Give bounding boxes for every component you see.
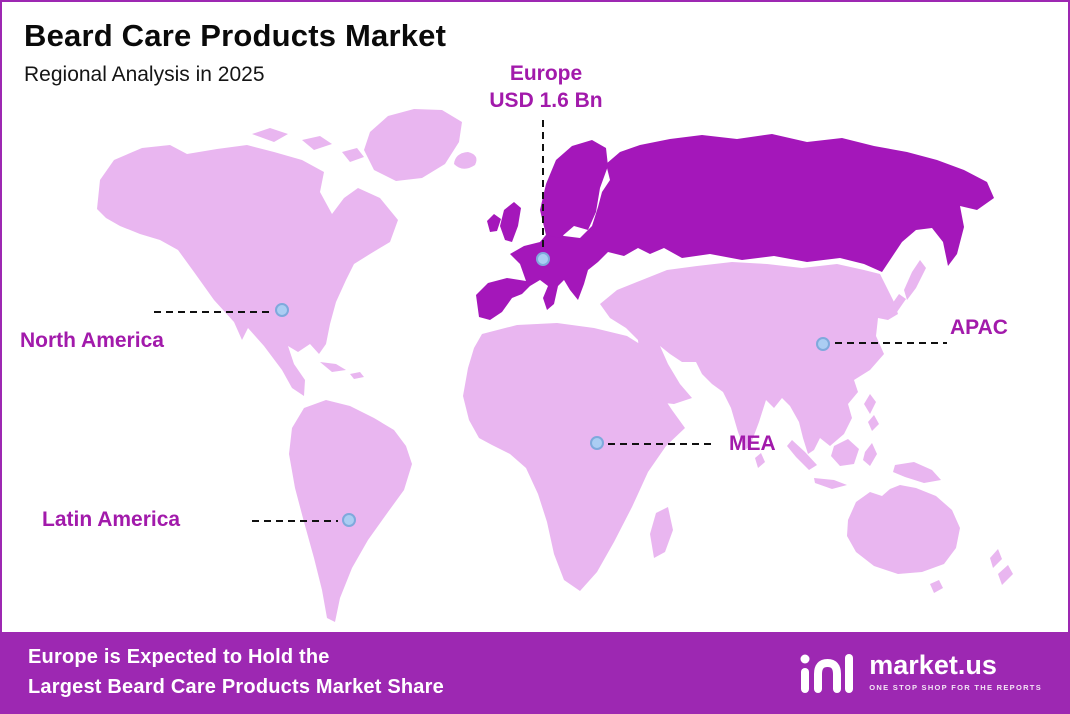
- landmass-arctic-island: [342, 148, 364, 162]
- region-scandinavia-highlight: [540, 140, 608, 238]
- landmass-japan: [904, 260, 926, 300]
- europe-label-text: Europe: [509, 62, 583, 85]
- region-label-apac: APAC: [950, 316, 1008, 339]
- footer-banner: Europe is Expected to Hold the Largest B…: [2, 632, 1068, 712]
- landmass-south-america: [289, 400, 412, 622]
- landmass-iceland: [454, 152, 477, 169]
- landmass-new-zealand: [998, 565, 1013, 585]
- banner-line2: Largest Beard Care Products Market Share: [28, 676, 444, 698]
- landmass-java: [814, 478, 847, 489]
- landmass-cuba: [320, 362, 346, 372]
- region-label-north-america: North America: [20, 329, 164, 352]
- landmass-africa: [463, 323, 685, 591]
- region-label-latin-america: Latin America: [42, 508, 181, 531]
- landmass-japan: [892, 294, 906, 312]
- landmass-hispaniola: [350, 372, 364, 379]
- brand-tagline: ONE STOP SHOP FOR THE REPORTS: [869, 683, 1042, 692]
- banner-line1: Europe is Expected to Hold the: [28, 646, 330, 668]
- landmass-sumatra: [787, 440, 817, 470]
- landmass-arctic-island: [252, 128, 288, 142]
- header: Beard Care Products Market Regional Anal…: [24, 18, 446, 87]
- region-europe-russia-highlight: [476, 134, 994, 320]
- brand-block: market.us ONE STOP SHOP FOR THE REPORTS: [798, 649, 1042, 695]
- landmass-borneo: [831, 439, 859, 466]
- landmass-tasmania: [930, 580, 943, 593]
- europe-marker-dot: [536, 252, 550, 266]
- page-title: Beard Care Products Market: [24, 18, 447, 53]
- landmass-madagascar: [650, 507, 673, 558]
- region-label-mea: MEA: [729, 432, 776, 455]
- brand-name: market.us: [869, 650, 997, 680]
- landmass-sri-lanka: [755, 453, 765, 468]
- landmass-sulawesi: [863, 443, 877, 466]
- landmass-greenland: [364, 109, 462, 181]
- latin-america-marker-dot: [342, 513, 356, 527]
- landmass-philippines: [864, 394, 876, 414]
- landmass-new-guinea: [893, 462, 941, 483]
- region-ireland-highlight: [487, 214, 501, 232]
- marketus-logo-icon: [800, 654, 854, 693]
- apac-marker-dot: [816, 337, 830, 351]
- landmass-philippines: [868, 415, 879, 431]
- landmass-asia: [600, 262, 898, 454]
- landmass-australia: [847, 485, 960, 574]
- europe-value-text: USD 1.6 Bn: [489, 89, 603, 113]
- region-label-europe: Europe USD 1.6 Bn: [468, 60, 624, 115]
- region-uk-highlight: [500, 202, 521, 242]
- page-subtitle: Regional Analysis in 2025: [24, 63, 265, 86]
- mea-marker-dot: [590, 436, 604, 450]
- landmass-arctic-island: [302, 136, 332, 150]
- banner-text: Europe is Expected to Hold the Largest B…: [28, 642, 444, 702]
- landmass-north-america: [97, 145, 398, 396]
- landmass-new-zealand: [990, 549, 1002, 568]
- north-america-marker-dot: [275, 303, 289, 317]
- brand-text: market.us ONE STOP SHOP FOR THE REPORTS: [869, 650, 1042, 693]
